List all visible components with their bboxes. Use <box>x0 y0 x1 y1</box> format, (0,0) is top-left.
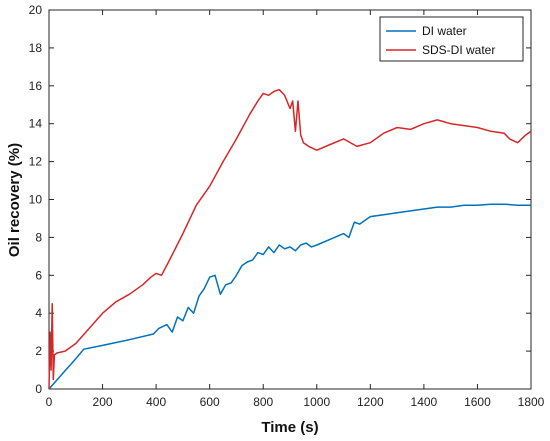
x-tick-label: 1200 <box>357 395 384 409</box>
x-tick-label: 1600 <box>464 395 491 409</box>
legend: DI water SDS-DI water <box>379 16 524 62</box>
y-tick-label: 0 <box>35 382 42 396</box>
series-line-di-water <box>48 203 531 390</box>
y-tick-label: 14 <box>29 117 43 131</box>
legend-label: SDS-DI water <box>422 43 495 57</box>
series-line-sds-di-water <box>48 88 532 390</box>
x-tick-label: 600 <box>200 395 220 409</box>
y-tick-label: 8 <box>35 230 42 244</box>
x-tick-label: 1000 <box>303 395 330 409</box>
y-tick-label: 10 <box>29 193 43 207</box>
y-tick-label: 18 <box>29 41 43 55</box>
legend-box <box>379 16 524 62</box>
plot-area <box>48 9 532 390</box>
y-tick-label: 6 <box>35 268 42 282</box>
y-tick-label: 16 <box>29 79 43 93</box>
x-tick-label: 200 <box>93 395 113 409</box>
x-tick-label: 0 <box>46 395 53 409</box>
x-tick-label: 800 <box>253 395 273 409</box>
axis-ticks: 0 200 400 600 800 1000 1200 1400 1600 1800 0 2 4 6 8 10… <box>29 3 545 409</box>
legend-label: DI water <box>422 24 467 38</box>
x-tick-label: 1400 <box>411 395 438 409</box>
y-tick-label: 2 <box>35 344 42 358</box>
x-axis-title: Time (s) <box>261 419 318 436</box>
x-tick-label: 400 <box>146 395 166 409</box>
y-tick-label: 12 <box>29 155 43 169</box>
y-axis-title: Oil recovery (%) <box>6 143 23 257</box>
series-lines <box>48 88 532 390</box>
y-tick-label: 20 <box>29 3 43 17</box>
y-tick-label: 4 <box>35 306 42 320</box>
x-tick-label: 1800 <box>518 395 545 409</box>
